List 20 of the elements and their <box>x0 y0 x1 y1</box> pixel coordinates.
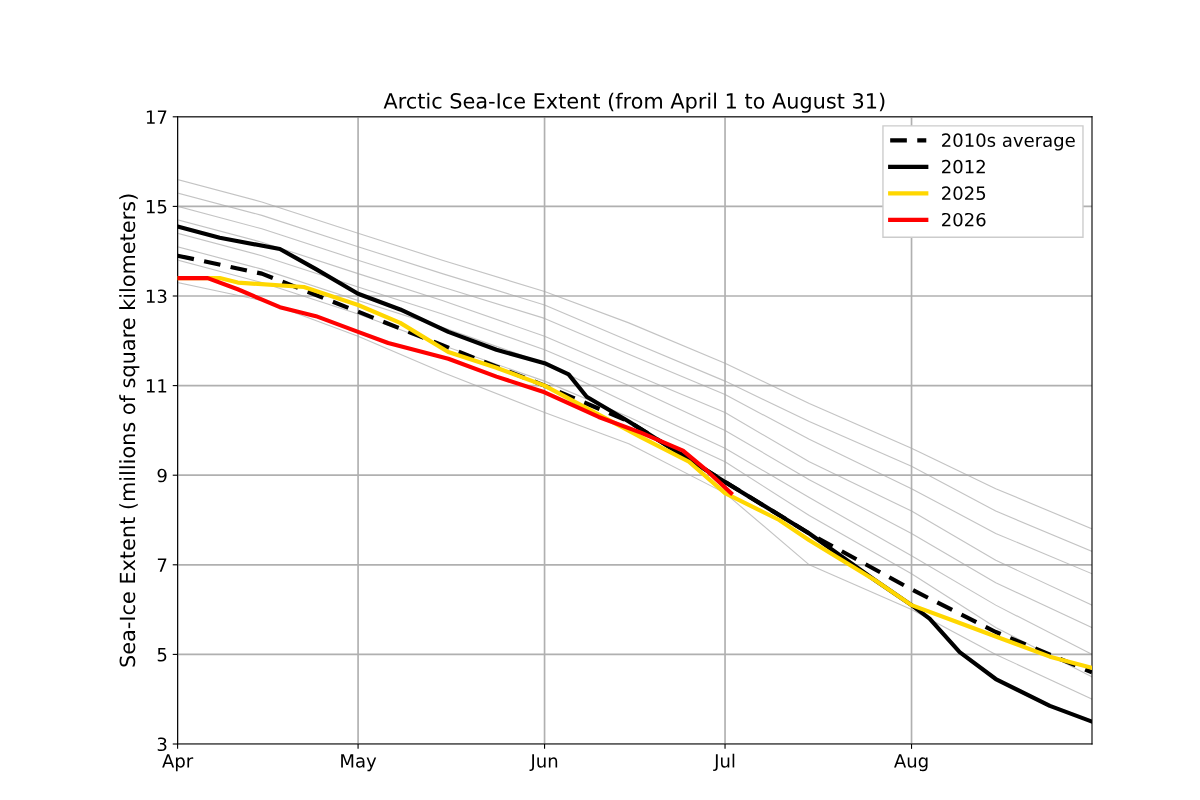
y-tick-label: 15 <box>146 200 167 214</box>
legend-label: 2012 <box>942 159 985 174</box>
y-tick-label: 5 <box>157 648 167 662</box>
y-tick-label: 7 <box>157 558 167 572</box>
chart-title: Arctic Sea-Ice Extent (from April 1 to August 31) <box>383 92 885 113</box>
y-tick-label: 17 <box>146 110 167 124</box>
x-tick-label: Apr <box>162 754 194 772</box>
y-tick-label: 11 <box>146 379 167 393</box>
x-tick-label: Aug <box>894 754 928 772</box>
line-series <box>177 275 734 496</box>
y-tick-label: 3 <box>157 737 167 752</box>
x-tick-label: Jun <box>529 754 558 772</box>
y-tick-label: 13 <box>146 289 167 304</box>
y-tick-label: 9 <box>157 468 167 483</box>
x-tick-label: Jul <box>713 753 735 772</box>
legend-label: 2010s average <box>942 133 1075 151</box>
y-axis-title: Sea-Ice Extent (millions of square kilometers) <box>119 194 140 667</box>
legend-label: 2026 <box>942 212 986 227</box>
x-tick-label: May <box>341 754 377 772</box>
legend-label: 2025 <box>942 186 986 201</box>
